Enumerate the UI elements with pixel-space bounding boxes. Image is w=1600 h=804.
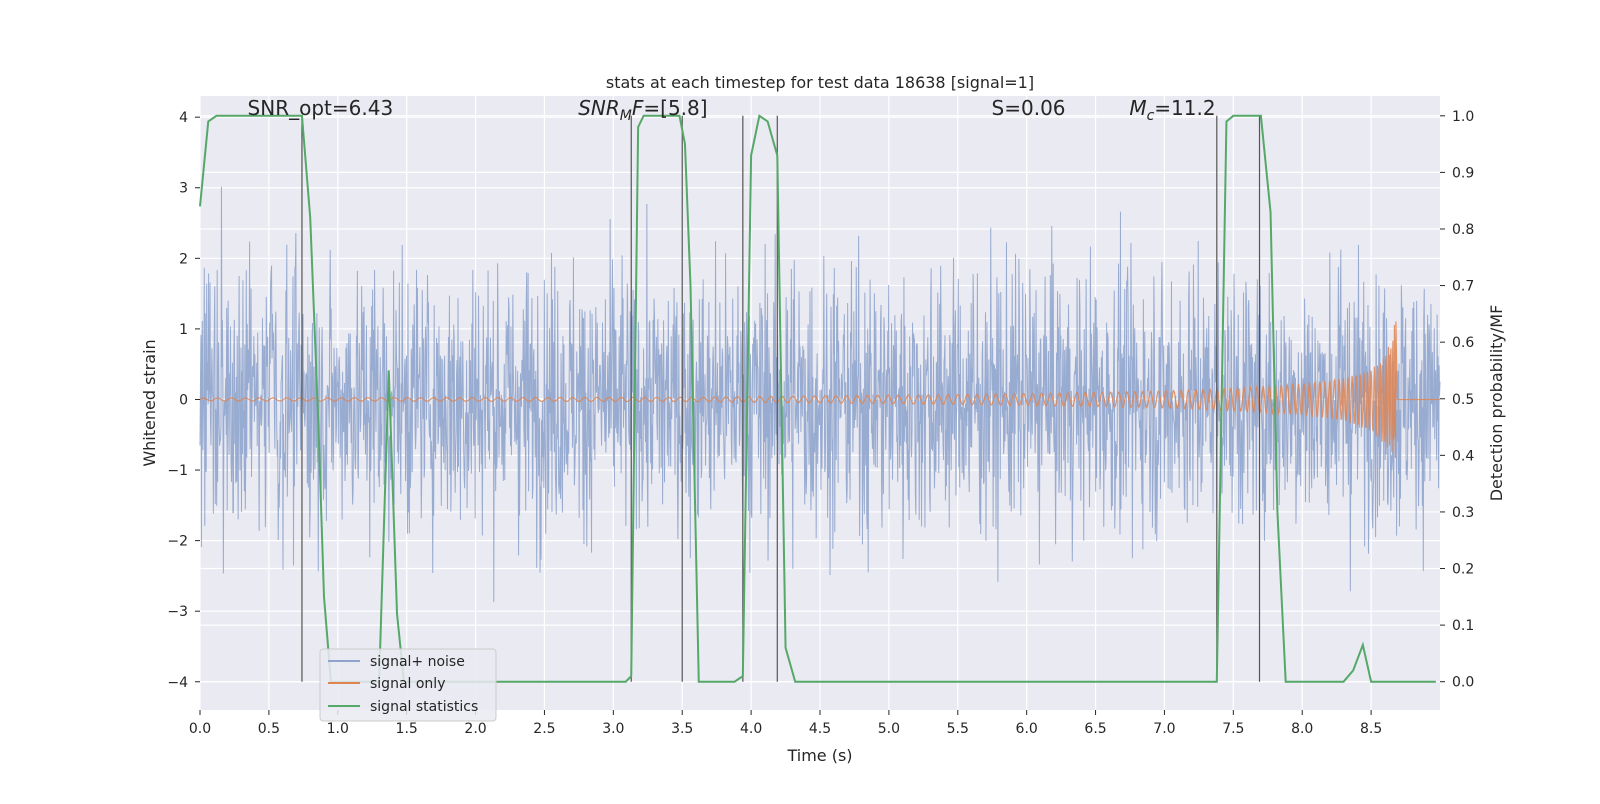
right-tick-label-1: 0.1 xyxy=(1452,618,1474,634)
right-tick-label-9: 0.9 xyxy=(1452,165,1474,181)
x-tick-label-2: 1.0 xyxy=(327,721,349,737)
right-tick-label-0: 0.0 xyxy=(1452,675,1474,691)
x-tick-label-5: 2.5 xyxy=(533,721,555,737)
x-tick-label-1: 0.5 xyxy=(258,721,280,737)
left-tick-label-2: −2 xyxy=(167,534,188,550)
annotation-3: Mc=11.2 xyxy=(1129,96,1215,124)
right-y-axis-label: Detection probability/MF xyxy=(1487,305,1506,502)
legend: signal+ noise signal only signal statist… xyxy=(319,648,497,722)
legend-label-signal: signal only xyxy=(370,676,445,692)
x-tick-label-4: 2.0 xyxy=(464,721,486,737)
x-tick-label-9: 4.5 xyxy=(809,721,831,737)
x-tick-label-17: 8.5 xyxy=(1360,721,1382,737)
x-tick-label-13: 6.5 xyxy=(1084,721,1106,737)
x-tick-label-14: 7.0 xyxy=(1153,721,1175,737)
annotation-1: SNRMF=[5.8] xyxy=(578,96,707,124)
chirp-line xyxy=(199,321,1440,458)
x-ticks: 0.0 0.5 1.0 1.5 2.0 2.5 3.0 3.5 4.0 4.5 5.0 5.5 6.0 6… xyxy=(189,710,1382,737)
right-tick-label-7: 0.7 xyxy=(1452,279,1474,295)
annotations: SNR_opt=6.43 SNRMF=[5.8] S=0.06 Mc=11.2 xyxy=(248,96,1216,124)
left-tick-label-4: 0 xyxy=(179,392,188,408)
left-y-ticks: −4 −3 −2 −1 0 1 2 3 4 xyxy=(167,110,200,691)
statistics-series xyxy=(199,114,1436,683)
right-tick-label-3: 0.3 xyxy=(1452,505,1474,521)
left-tick-label-3: −1 xyxy=(167,463,188,479)
x-tick-label-15: 7.5 xyxy=(1222,721,1244,737)
noise-series xyxy=(199,186,1441,603)
x-tick-label-8: 4.0 xyxy=(740,721,762,737)
right-tick-label-8: 0.8 xyxy=(1452,222,1474,238)
x-tick-label-12: 6.0 xyxy=(1016,721,1038,737)
x-tick-label-0: 0.0 xyxy=(189,721,211,737)
annotation-2: S=0.06 xyxy=(992,96,1066,120)
right-tick-label-10: 1.0 xyxy=(1452,109,1474,125)
right-y-ticks: 0.0 0.1 0.2 0.3 0.4 0.5 0.6 0.7 0.8 0.9 1.0 xyxy=(1440,109,1474,691)
x-tick-label-6: 3.0 xyxy=(602,721,624,737)
x-tick-label-11: 5.5 xyxy=(947,721,969,737)
x-tick-label-3: 1.5 xyxy=(396,721,418,737)
left-tick-label-6: 2 xyxy=(179,251,188,267)
x-axis-label: Time (s) xyxy=(786,746,852,765)
legend-box xyxy=(319,648,497,722)
noise-line xyxy=(199,186,1441,603)
legend-label-statistics: signal statistics xyxy=(370,699,478,715)
x-tick-label-16: 8.0 xyxy=(1291,721,1313,737)
detection-markers xyxy=(301,115,1261,682)
left-tick-label-7: 3 xyxy=(179,181,188,197)
legend-label-noise: signal+ noise xyxy=(370,654,465,670)
right-tick-label-4: 0.4 xyxy=(1452,448,1474,464)
annotation-0: SNR_opt=6.43 xyxy=(248,96,394,120)
y-axis-label: Whitened strain xyxy=(140,339,159,466)
right-tick-label-5: 0.5 xyxy=(1452,392,1474,408)
left-tick-label-8: 4 xyxy=(179,110,188,126)
x-tick-label-7: 3.5 xyxy=(671,721,693,737)
left-tick-label-0: −4 xyxy=(167,675,188,691)
right-tick-label-6: 0.6 xyxy=(1452,335,1474,351)
left-tick-label-5: 1 xyxy=(179,322,188,338)
statistics-line xyxy=(199,114,1436,683)
chirp-series xyxy=(199,321,1440,458)
x-tick-label-10: 5.0 xyxy=(878,721,900,737)
left-tick-label-1: −3 xyxy=(167,604,188,620)
chart-title: stats at each timestep for test data 186… xyxy=(606,73,1034,92)
right-tick-label-2: 0.2 xyxy=(1452,562,1474,578)
